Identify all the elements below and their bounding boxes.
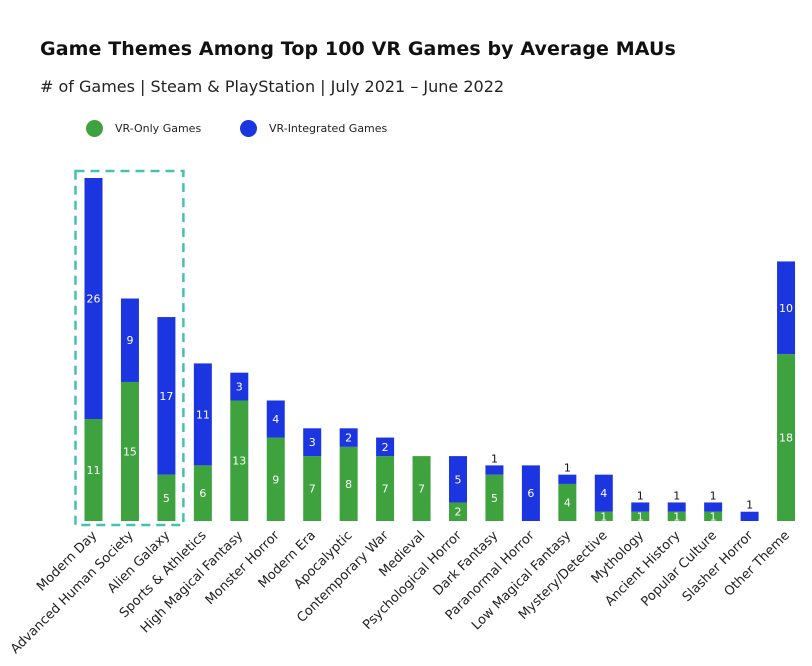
data-label-vr-integrated-popular-culture: 1 <box>710 489 717 502</box>
data-label-vr-integrated-contemporary-war: 2 <box>382 441 389 454</box>
bar-vr-integrated-dark-fantasy <box>485 465 504 475</box>
bar-vr-only-medieval <box>412 456 431 521</box>
data-label-vr-only-contemporary-war: 7 <box>382 483 389 496</box>
data-label-vr-only-sports-athletics: 6 <box>199 487 206 500</box>
data-label-vr-only-other-theme: 18 <box>779 432 793 445</box>
bar-vr-only-modern-era <box>303 456 322 521</box>
data-label-vr-integrated-mystery-detective: 4 <box>600 487 607 500</box>
legend-label-vr-only: VR-Only Games <box>115 122 202 135</box>
data-label-vr-integrated-low-magical-fantasy: 1 <box>564 462 571 475</box>
data-label-vr-only-mythology: 1 <box>637 510 644 523</box>
data-label-vr-only-mystery-detective: 1 <box>600 510 607 523</box>
data-label-vr-integrated-monster-horror: 4 <box>272 413 279 426</box>
data-label-vr-integrated-slasher-horror: 1 <box>746 499 753 512</box>
bar-vr-integrated-other-theme <box>777 261 796 355</box>
data-label-vr-integrated-psychological-horror: 5 <box>455 473 462 486</box>
bar-vr-only-sports-athletics <box>193 465 212 521</box>
bar-vr-integrated-apocalyptic <box>339 428 358 447</box>
data-label-vr-only-apocalyptic: 8 <box>345 478 352 491</box>
bar-vr-integrated-psychological-horror <box>449 456 467 503</box>
bar-vr-integrated-sports-athletics <box>193 363 212 466</box>
data-label-vr-only-advanced-human-society: 15 <box>123 445 137 458</box>
bar-vr-integrated-mystery-detective <box>594 474 613 512</box>
legend-swatch-vr-integrated <box>240 120 257 137</box>
chart-title: Game Themes Among Top 100 VR Games by Av… <box>40 38 676 60</box>
data-label-vr-integrated-sports-athletics: 11 <box>196 408 210 421</box>
bar-vr-integrated-monster-horror <box>266 400 285 438</box>
bar-vr-integrated-low-magical-fantasy <box>558 474 577 484</box>
data-label-vr-only-high-magical-fantasy: 13 <box>232 455 246 468</box>
bar-vr-integrated-slasher-horror <box>740 511 759 521</box>
data-label-vr-only-psychological-horror: 2 <box>455 506 462 519</box>
bar-vr-integrated-modern-era <box>303 428 322 457</box>
data-label-vr-integrated-advanced-human-society: 9 <box>126 334 133 347</box>
legend-item-vr-integrated: VR-Integrated Games <box>240 120 387 137</box>
bar-vr-only-other-theme <box>777 354 796 521</box>
bar-vr-only-alien-galaxy <box>157 474 176 521</box>
chart-legend: VR-Only Games VR-Integrated Games <box>0 120 812 144</box>
bar-vr-integrated-paranormal-horror <box>521 465 540 521</box>
bar-vr-only-psychological-horror <box>449 502 467 521</box>
bar-vr-only-mystery-detective <box>594 511 613 521</box>
bar-vr-only-high-magical-fantasy <box>230 400 249 521</box>
data-label-vr-integrated-dark-fantasy: 1 <box>491 452 498 465</box>
bar-vr-only-dark-fantasy <box>485 474 504 521</box>
tick-label-other-theme: Other Theme <box>722 528 793 599</box>
bar-vr-integrated-ancient-history <box>667 502 686 512</box>
data-label-vr-integrated-modern-era: 3 <box>309 436 316 449</box>
bar-vr-only-contemporary-war <box>376 456 395 521</box>
bar-vr-only-apocalyptic <box>339 446 358 521</box>
data-label-vr-integrated-other-theme: 10 <box>779 302 793 315</box>
data-label-vr-integrated-mythology: 1 <box>637 489 644 502</box>
data-label-vr-only-ancient-history: 1 <box>673 510 680 523</box>
bar-vr-only-monster-horror <box>266 437 285 521</box>
data-label-vr-only-monster-horror: 9 <box>272 473 279 486</box>
bar-vr-integrated-contemporary-war <box>376 437 395 457</box>
data-label-vr-integrated-ancient-history: 1 <box>673 489 680 502</box>
data-label-vr-only-low-magical-fantasy: 4 <box>564 496 571 509</box>
data-label-vr-only-modern-era: 7 <box>309 483 316 496</box>
bar-vr-integrated-popular-culture <box>704 502 723 512</box>
data-label-vr-integrated-apocalyptic: 2 <box>345 432 352 445</box>
highlight-box <box>74 169 185 527</box>
bar-vr-only-low-magical-fantasy <box>558 483 577 521</box>
bar-vr-only-ancient-history <box>667 511 686 521</box>
data-label-vr-only-medieval: 7 <box>418 483 425 496</box>
chart-subtitle: # of Games | Steam & PlayStation | July … <box>40 77 505 96</box>
legend-label-vr-integrated: VR-Integrated Games <box>269 122 388 135</box>
bar-vr-integrated-advanced-human-society <box>120 298 139 382</box>
bar-vr-only-popular-culture <box>704 511 723 521</box>
bar-vr-only-advanced-human-society <box>120 381 139 521</box>
data-label-vr-only-dark-fantasy: 5 <box>491 492 498 505</box>
data-label-vr-integrated-high-magical-fantasy: 3 <box>236 381 243 394</box>
bar-vr-integrated-modern-day <box>84 178 103 420</box>
data-label-vr-only-alien-galaxy: 5 <box>163 492 170 505</box>
data-label-vr-integrated-paranormal-horror: 6 <box>527 487 534 500</box>
bar-vr-only-mythology <box>631 511 650 521</box>
data-label-vr-only-modern-day: 11 <box>87 464 101 477</box>
data-label-vr-only-popular-culture: 1 <box>710 510 717 523</box>
bar-vr-integrated-alien-galaxy <box>157 317 176 475</box>
bar-vr-only-modern-day <box>84 419 103 521</box>
legend-swatch-vr-only <box>86 120 103 137</box>
data-label-vr-integrated-alien-galaxy: 17 <box>159 390 173 403</box>
data-label-vr-integrated-modern-day: 26 <box>87 293 101 306</box>
bar-vr-integrated-mythology <box>631 502 650 512</box>
bar-vr-integrated-high-magical-fantasy <box>230 372 249 401</box>
legend-item-vr-only: VR-Only Games <box>86 120 201 137</box>
